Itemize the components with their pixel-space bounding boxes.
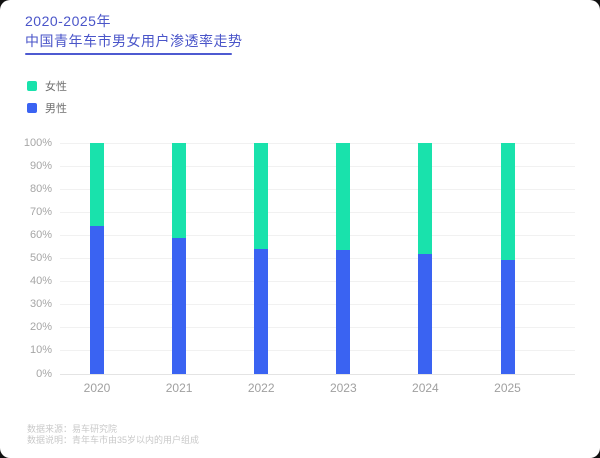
gridline-40% — [60, 281, 575, 283]
gridline-20% — [60, 327, 575, 329]
legend-swatch-male — [27, 103, 37, 113]
data-description-note: 数据说明：青年车市由35岁以内的用户组成 — [27, 434, 200, 445]
bar-segment-male-2025 — [500, 259, 515, 374]
data-source-note: 数据来源：易车研究院 — [27, 424, 118, 434]
bar-segment-male-2023 — [336, 250, 351, 374]
bar-segment-female-2021 — [172, 143, 187, 238]
gridline-100% — [60, 142, 575, 144]
legend: 女性 男性 — [27, 80, 67, 124]
gridline-30% — [60, 304, 575, 306]
bar-segment-female-2020 — [90, 143, 104, 227]
gridline-10% — [60, 350, 575, 352]
y-axis-tick-80%: 80% — [29, 182, 52, 195]
bar-2023 — [336, 143, 351, 374]
y-axis-tick-30%: 30% — [29, 298, 52, 311]
legend-item-female: 女性 — [27, 80, 67, 93]
y-axis-tick-60%: 60% — [29, 228, 52, 241]
x-axis-label-2025: 2025 — [494, 381, 521, 395]
footer-notes: 数据来源：易车研究院 数据说明：青年车市由35岁以内的用户组成 — [27, 424, 199, 445]
title-line-1: 2020-2025年 — [25, 13, 111, 29]
y-axis-tick-90%: 90% — [29, 159, 52, 172]
x-axis-label-2022: 2022 — [247, 381, 275, 395]
bar-segment-female-2025 — [500, 143, 515, 260]
title-divider — [25, 53, 232, 55]
y-axis-tick-0%: 0% — [36, 367, 52, 380]
x-axis-label-2021: 2021 — [165, 381, 193, 395]
plot-area — [60, 142, 575, 375]
x-axis-label-2020: 2020 — [83, 381, 111, 395]
bar-2021 — [172, 143, 187, 374]
y-axis-tick-70%: 70% — [29, 205, 52, 218]
gridline-0% — [60, 373, 575, 375]
legend-swatch-female — [27, 81, 37, 91]
legend-item-male: 男性 — [27, 102, 67, 115]
y-axis-tick-50%: 50% — [29, 252, 52, 264]
bar-2025 — [500, 143, 515, 374]
legend-label-male: 男性 — [45, 103, 67, 115]
bar-2022 — [254, 143, 269, 374]
title-line-2: 中国青年车市男女用户渗透率走势 — [25, 33, 243, 49]
gridline-50% — [60, 258, 575, 259]
gridline-60% — [60, 234, 575, 236]
bar-segment-female-2023 — [336, 143, 351, 251]
bar-2020 — [90, 143, 104, 374]
title-block: 2020-2025年 中国青年车市男女用户渗透率走势 — [25, 11, 243, 51]
bar-segment-male-2024 — [418, 253, 433, 374]
bar-segment-male-2021 — [172, 237, 187, 374]
gridline-80% — [60, 188, 575, 190]
bar-segment-male-2020 — [90, 226, 104, 374]
bar-segment-female-2022 — [254, 143, 269, 250]
gridline-70% — [60, 211, 575, 213]
x-axis-label-2024: 2024 — [412, 381, 439, 395]
legend-label-female: 女性 — [45, 81, 67, 93]
y-axis-tick-40%: 40% — [29, 275, 52, 288]
bar-segment-male-2022 — [254, 249, 269, 374]
y-axis-tick-10%: 10% — [29, 344, 52, 357]
y-axis-tick-100%: 100% — [23, 136, 52, 149]
bar-segment-female-2024 — [418, 143, 433, 254]
gridline-90% — [60, 165, 575, 167]
x-axis-label-2023: 2023 — [329, 381, 357, 395]
bar-2024 — [418, 143, 433, 374]
y-axis-tick-20%: 20% — [29, 321, 52, 334]
